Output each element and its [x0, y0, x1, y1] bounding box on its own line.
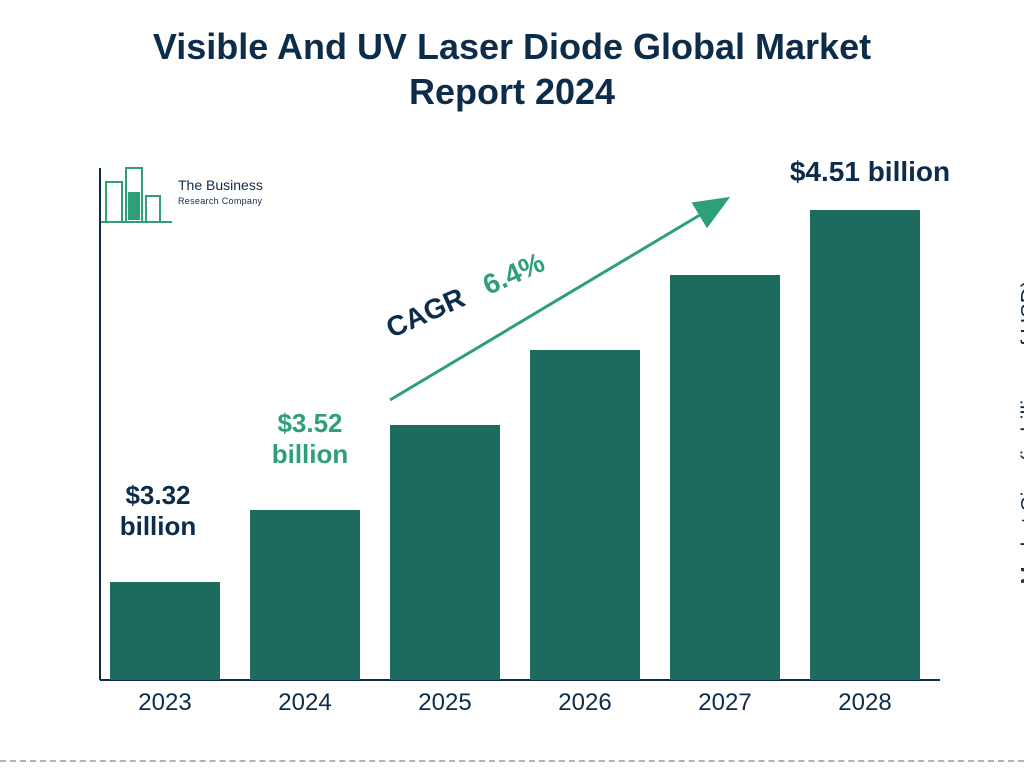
xlabels-group: 2023 2024 2025 2026 2027 2028 [138, 689, 891, 710]
bar-2028 [810, 210, 920, 680]
x-label-2027: 2027 [698, 689, 751, 710]
x-label-2023: 2023 [138, 689, 191, 710]
value-callout-2024: $3.52billion [255, 408, 365, 470]
x-label-2028: 2028 [838, 689, 891, 710]
x-label-2024: 2024 [278, 689, 331, 710]
bar-2024 [250, 510, 360, 680]
bar-2026 [530, 350, 640, 680]
value-callout-2023: $3.32billion [103, 480, 213, 542]
bar-chart: 2023 2024 2025 2026 2027 2028 [80, 150, 940, 710]
x-label-2025: 2025 [418, 689, 471, 710]
footer-divider [0, 760, 1024, 762]
bar-2025 [390, 425, 500, 680]
chart-title-line2: Report 2024 [0, 69, 1024, 114]
bar-2027 [670, 275, 780, 680]
y-axis-label: Market Size (in billions of USD) [1016, 280, 1024, 584]
chart-title-line1: Visible And UV Laser Diode Global Market [0, 24, 1024, 69]
chart-canvas: Visible And UV Laser Diode Global Market… [0, 0, 1024, 768]
bar-2023 [110, 582, 220, 680]
chart-title: Visible And UV Laser Diode Global Market… [0, 24, 1024, 114]
value-callout-2028: $4.51 billion [770, 155, 970, 189]
x-label-2026: 2026 [558, 689, 611, 710]
